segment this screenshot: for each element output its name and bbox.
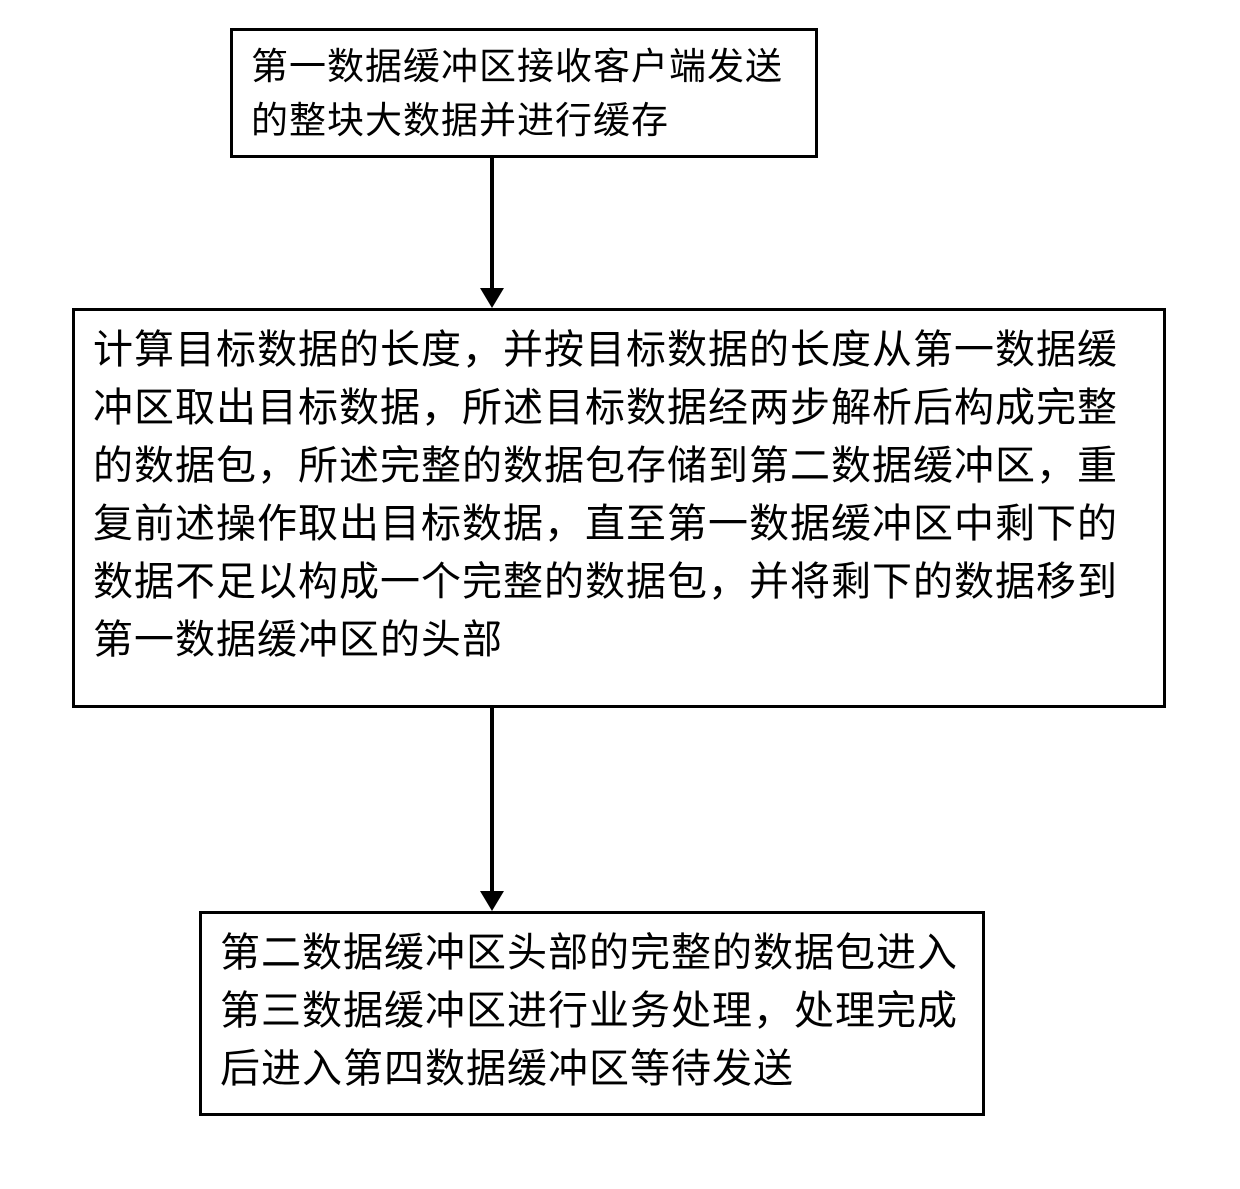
arrow-2-line <box>490 708 494 893</box>
flow-step-3-text: 第二数据缓冲区头部的完整的数据包进入第三数据缓冲区进行业务处理，处理完成后进入第… <box>220 924 964 1098</box>
arrow-1-head-icon <box>480 288 504 308</box>
flowchart-canvas: 第一数据缓冲区接收客户端发送的整块大数据并进行缓存 计算目标数据的长度，并按目标… <box>0 0 1240 1189</box>
flow-step-1-text: 第一数据缓冲区接收客户端发送的整块大数据并进行缓存 <box>251 41 797 148</box>
flow-step-3: 第二数据缓冲区头部的完整的数据包进入第三数据缓冲区进行业务处理，处理完成后进入第… <box>199 911 985 1116</box>
arrow-1-line <box>490 158 494 290</box>
flow-step-1: 第一数据缓冲区接收客户端发送的整块大数据并进行缓存 <box>230 28 818 158</box>
arrow-2-head-icon <box>480 891 504 911</box>
flow-step-2-text: 计算目标数据的长度，并按目标数据的长度从第一数据缓冲区取出目标数据，所述目标数据… <box>93 321 1145 669</box>
flow-step-2: 计算目标数据的长度，并按目标数据的长度从第一数据缓冲区取出目标数据，所述目标数据… <box>72 308 1166 708</box>
